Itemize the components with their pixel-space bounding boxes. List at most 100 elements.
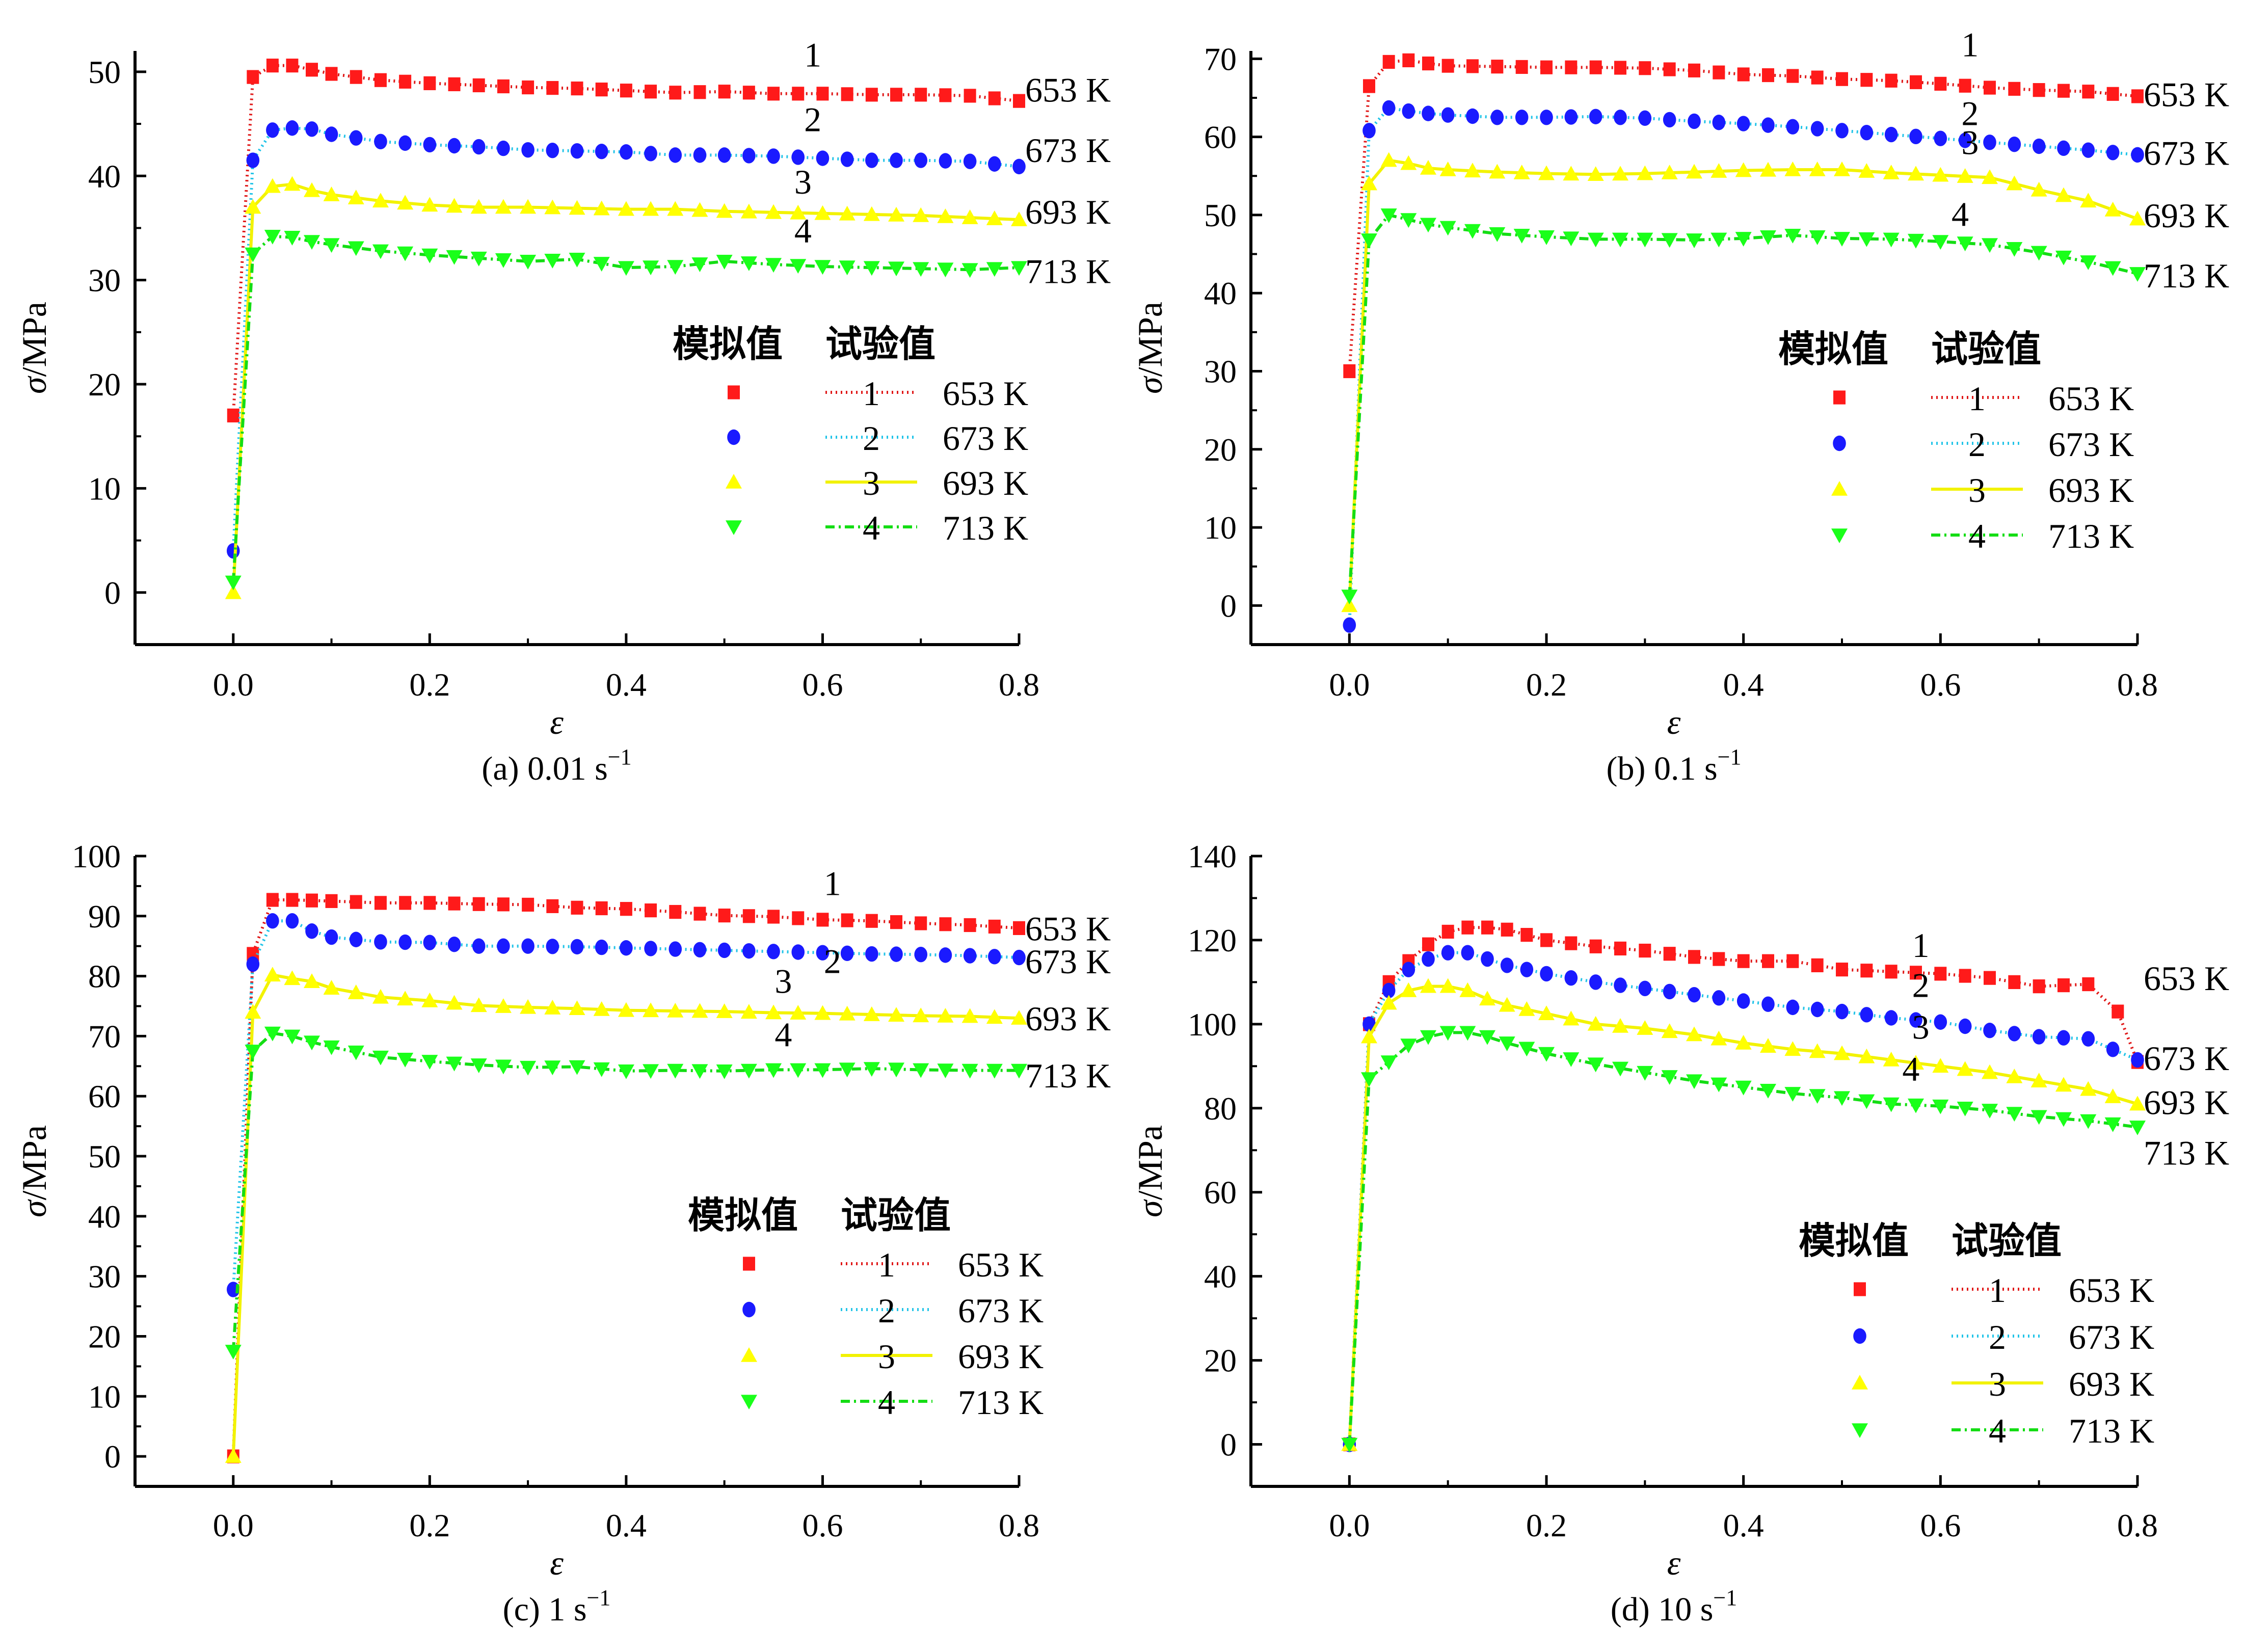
simulated-marker-4 — [1809, 1089, 1826, 1104]
simulated-marker-1 — [1860, 964, 1873, 978]
simulated-marker-2 — [246, 956, 260, 972]
simulated-marker-1 — [816, 87, 829, 101]
simulated-marker-4 — [225, 1345, 242, 1360]
x-tick-label: 0.2 — [409, 667, 450, 703]
simulated-marker-2 — [1860, 124, 1874, 141]
simulated-marker-1 — [890, 915, 903, 929]
simulated-marker-1 — [1836, 963, 1848, 977]
simulated-marker-4 — [986, 1063, 1003, 1079]
simulated-marker-4 — [1661, 1070, 1678, 1085]
simulated-marker-1 — [767, 910, 780, 924]
simulated-marker-3 — [1361, 1028, 1377, 1044]
y-tick-label: 70 — [1204, 41, 1237, 77]
simulated-marker-3 — [691, 1003, 708, 1018]
simulated-marker-2 — [1614, 110, 1627, 125]
x-tick-label: 0.4 — [1723, 667, 1764, 703]
simulated-marker-2 — [1589, 974, 1602, 990]
simulated-marker-2 — [2106, 145, 2120, 161]
simulated-marker-1 — [693, 907, 706, 921]
simulated-marker-3 — [421, 197, 438, 212]
y-tick-label: 80 — [88, 958, 121, 995]
simulated-marker-2 — [2106, 1042, 2120, 1057]
simulated-marker-4 — [495, 1059, 512, 1075]
simulated-marker-4 — [284, 1029, 301, 1045]
simulated-marker-4 — [1957, 236, 1973, 252]
end-temperature-label: 693 K — [2144, 196, 2229, 235]
simulated-marker-3 — [225, 584, 242, 599]
simulated-marker-4 — [2055, 250, 2072, 265]
simulated-marker-2 — [1515, 110, 1529, 125]
y-tick-label: 90 — [88, 898, 121, 935]
simulated-marker-4 — [1479, 1030, 1495, 1045]
simulated-marker-1 — [2033, 83, 2045, 97]
simulated-marker-3 — [1587, 1016, 1604, 1031]
simulated-marker-2 — [1688, 113, 1701, 129]
y-tick-label: 0 — [104, 1438, 121, 1475]
simulated-marker-3 — [888, 1007, 905, 1022]
simulated-marker-3 — [1518, 1001, 1535, 1016]
y-axis-label-unit: /MPa — [15, 1125, 54, 1200]
x-axis-label: ε — [1667, 1543, 1681, 1582]
simulated-marker-3 — [2129, 1096, 2146, 1111]
legend: 模拟值 试验值 1 653 K 2 673 K 3 693 K 4 713 K — [688, 1194, 1044, 1422]
simulated-marker-2 — [914, 152, 928, 168]
simulated-marker-2 — [644, 146, 657, 162]
simulated-marker-4 — [863, 1062, 880, 1077]
simulated-marker-3 — [2030, 1073, 2047, 1087]
simulated-marker-2 — [2008, 136, 2021, 152]
end-temperature-label: 693 K — [1025, 999, 1111, 1038]
simulated-marker-1 — [1737, 954, 1750, 968]
simulated-marker-4 — [1464, 224, 1481, 239]
x-tick-label: 0.4 — [606, 1507, 647, 1543]
simulated-marker-2 — [1638, 980, 1652, 996]
simulated-marker-4 — [1380, 208, 1397, 223]
simulated-marker-2 — [717, 942, 731, 958]
simulated-marker-2 — [1958, 132, 1972, 148]
simulated-marker-2 — [1712, 990, 1726, 1006]
simulated-marker-1 — [1762, 68, 1774, 83]
simulated-marker-3 — [937, 1007, 954, 1023]
y-tick-label: 10 — [1204, 510, 1237, 546]
simulated-marker-1 — [1614, 61, 1626, 75]
simulated-marker-3 — [421, 992, 438, 1007]
simulated-marker-1 — [595, 83, 608, 97]
simulated-marker-4 — [1834, 232, 1850, 247]
legend: 模拟值 试验值 1 653 K 2 673 K 3 693 K 4 713 K — [673, 323, 1028, 547]
simulated-marker-2 — [693, 942, 707, 957]
simulated-marker-3 — [1420, 978, 1436, 993]
simulated-marker-1 — [915, 916, 927, 930]
end-temperature-label: 673 K — [2144, 1039, 2229, 1078]
panel-caption-superscript: −1 — [608, 744, 632, 769]
simulated-marker-4 — [986, 262, 1003, 277]
experimental-line-4 — [231, 1031, 1019, 1352]
legend-marker-1 — [743, 1257, 755, 1271]
simulated-marker-2 — [1761, 996, 1775, 1012]
simulated-marker-3 — [245, 1004, 261, 1019]
simulated-marker-3 — [304, 973, 320, 989]
y-tick-label: 50 — [88, 1138, 121, 1175]
simulated-marker-4 — [618, 261, 634, 276]
simulated-marker-2 — [2081, 1031, 2095, 1047]
simulated-marker-3 — [593, 200, 610, 216]
simulated-marker-2 — [398, 934, 412, 950]
simulated-marker-1 — [669, 86, 682, 100]
simulated-marker-1 — [448, 77, 461, 92]
y-axis-label-symbol: σ — [1131, 1199, 1169, 1217]
simulated-marker-2 — [865, 946, 878, 962]
legend-header-simulated: 模拟值 — [688, 1194, 798, 1237]
y-tick-label: 20 — [88, 1318, 121, 1354]
simulated-marker-4 — [544, 254, 561, 269]
simulated-marker-2 — [1810, 1001, 1824, 1018]
simulated-marker-4 — [691, 257, 708, 272]
simulated-marker-2 — [325, 929, 338, 945]
simulated-marker-2 — [717, 147, 731, 163]
end-temperature-label: 693 K — [2144, 1083, 2229, 1122]
y-tick-label: 50 — [1204, 197, 1237, 233]
simulated-marker-2 — [546, 939, 559, 954]
simulated-marker-3 — [2080, 193, 2097, 208]
simulated-marker-4 — [372, 244, 389, 259]
series-4 — [225, 1026, 1027, 1360]
simulated-marker-4 — [1760, 1083, 1776, 1099]
simulated-marker-3 — [470, 199, 487, 214]
